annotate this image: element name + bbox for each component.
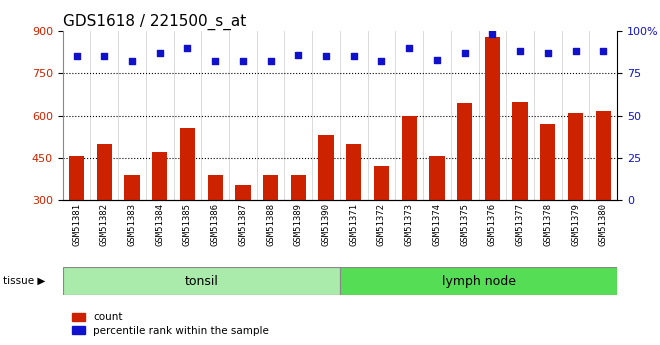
Bar: [207, 175, 223, 200]
Bar: [374, 166, 389, 200]
Text: GSM51387: GSM51387: [238, 204, 248, 246]
Point: [432, 57, 442, 62]
Bar: [235, 185, 251, 200]
Point: [182, 45, 193, 51]
Bar: [124, 175, 140, 200]
Bar: [540, 124, 556, 200]
Text: GSM51385: GSM51385: [183, 204, 192, 246]
Bar: [401, 116, 417, 200]
Text: tissue ▶: tissue ▶: [3, 276, 46, 286]
Point: [71, 54, 82, 59]
Point: [210, 59, 220, 64]
Point: [570, 49, 581, 54]
Bar: [263, 175, 279, 200]
Bar: [595, 111, 611, 200]
Text: GSM51375: GSM51375: [460, 204, 469, 246]
Text: GDS1618 / 221500_s_at: GDS1618 / 221500_s_at: [63, 13, 246, 30]
Text: GSM51379: GSM51379: [571, 204, 580, 246]
Text: GSM51382: GSM51382: [100, 204, 109, 246]
Bar: [346, 144, 362, 200]
Point: [598, 49, 609, 54]
Point: [99, 54, 110, 59]
Text: lymph node: lymph node: [442, 275, 515, 288]
Text: GSM51378: GSM51378: [543, 204, 552, 246]
Point: [376, 59, 387, 64]
Bar: [69, 156, 84, 200]
Bar: [457, 103, 473, 200]
Point: [127, 59, 137, 64]
Bar: [152, 152, 168, 200]
Text: GSM51374: GSM51374: [432, 204, 442, 246]
Point: [321, 54, 331, 59]
Text: GSM51381: GSM51381: [72, 204, 81, 246]
Text: GSM51380: GSM51380: [599, 204, 608, 246]
Bar: [429, 156, 445, 200]
Text: GSM51373: GSM51373: [405, 204, 414, 246]
Bar: [568, 113, 583, 200]
Point: [515, 49, 525, 54]
Text: tonsil: tonsil: [184, 275, 218, 288]
Text: GSM51388: GSM51388: [266, 204, 275, 246]
Point: [543, 50, 553, 56]
Bar: [180, 128, 195, 200]
Point: [265, 59, 276, 64]
Bar: [318, 135, 334, 200]
Point: [238, 59, 248, 64]
Bar: [340, 267, 617, 295]
Bar: [512, 102, 528, 200]
Bar: [96, 144, 112, 200]
Point: [293, 52, 304, 58]
Text: GSM51377: GSM51377: [515, 204, 525, 246]
Text: GSM51383: GSM51383: [127, 204, 137, 246]
Legend: count, percentile rank within the sample: count, percentile rank within the sample: [68, 308, 273, 340]
Text: GSM51372: GSM51372: [377, 204, 386, 246]
Point: [459, 50, 470, 56]
Text: GSM51386: GSM51386: [211, 204, 220, 246]
Point: [487, 32, 498, 37]
Point: [154, 50, 165, 56]
Text: GSM51371: GSM51371: [349, 204, 358, 246]
Bar: [290, 175, 306, 200]
Point: [404, 45, 414, 51]
Text: GSM51390: GSM51390: [321, 204, 331, 246]
Point: [348, 54, 359, 59]
Text: GSM51389: GSM51389: [294, 204, 303, 246]
Bar: [63, 267, 340, 295]
Text: GSM51376: GSM51376: [488, 204, 497, 246]
Text: GSM51384: GSM51384: [155, 204, 164, 246]
Bar: [484, 37, 500, 200]
